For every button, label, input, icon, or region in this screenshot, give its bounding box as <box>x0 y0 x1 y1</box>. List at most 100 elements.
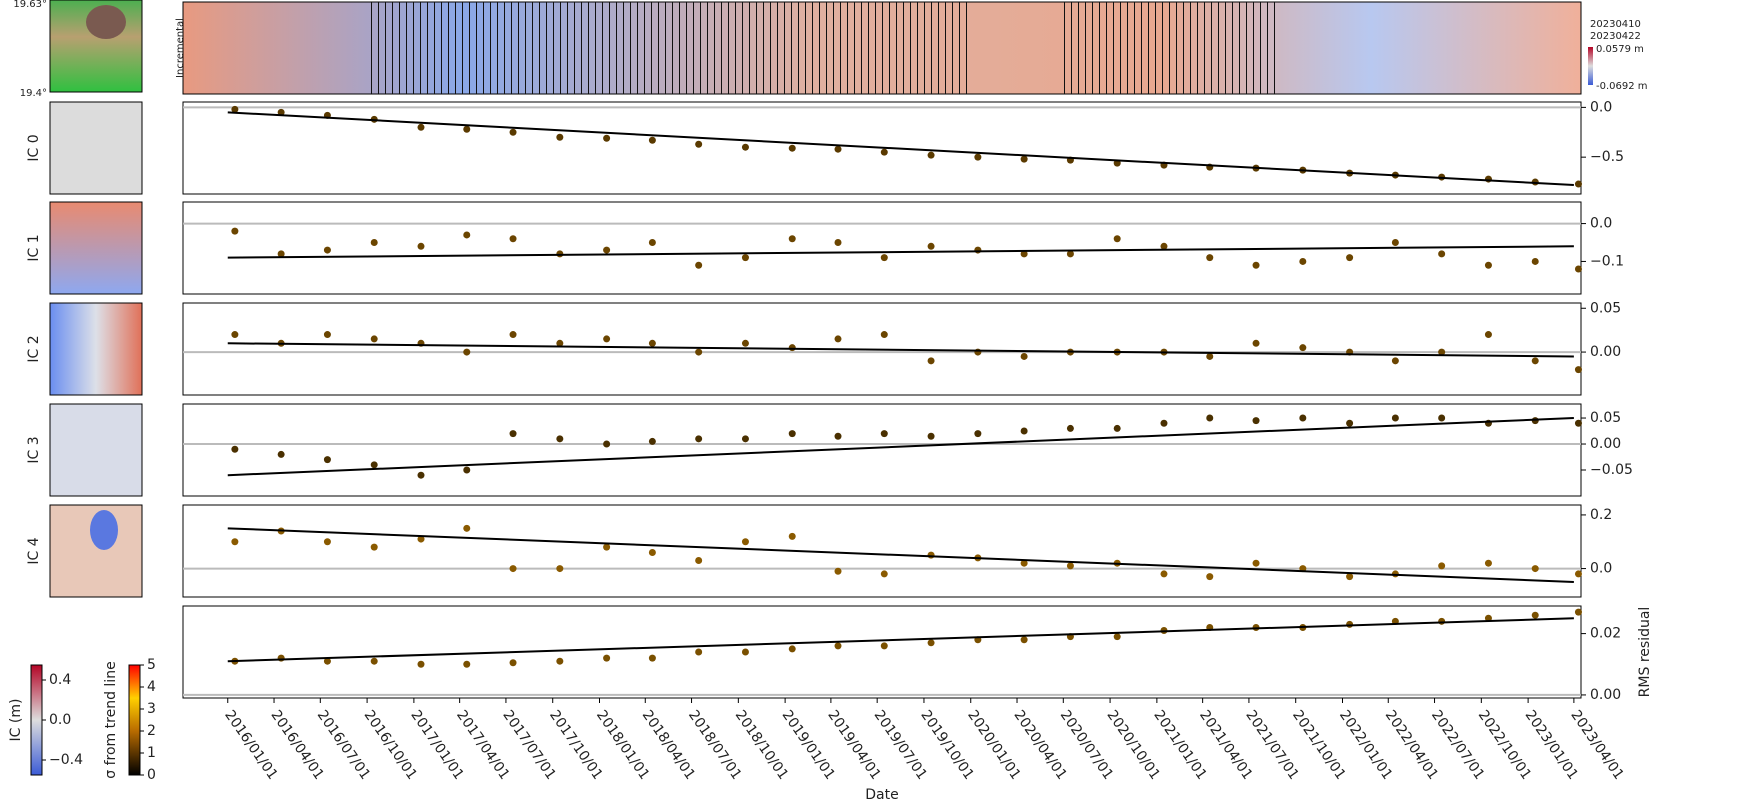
colorbar-tick-label: 2 <box>147 723 156 739</box>
data-point <box>277 654 285 662</box>
colorbar-tick-label: 1 <box>147 745 156 761</box>
data-point <box>1438 617 1446 625</box>
data-point <box>1252 559 1260 567</box>
y-tick-label: −0.5 <box>1590 149 1624 165</box>
data-point <box>834 642 842 650</box>
colorbar-tick-label: 4 <box>147 679 156 695</box>
colorbar <box>128 664 141 776</box>
data-point <box>1574 366 1582 374</box>
data-point <box>1391 357 1399 365</box>
data-point <box>231 538 239 546</box>
data-point <box>1346 419 1354 427</box>
data-point <box>323 538 331 546</box>
incremental-frames <box>370 2 970 94</box>
data-point <box>1066 424 1074 432</box>
lat-bottom: 19.4° <box>20 88 47 99</box>
data-point <box>788 144 796 152</box>
data-point <box>323 331 331 339</box>
data-point <box>1020 636 1028 644</box>
trend-line <box>227 617 1574 663</box>
trend-line <box>227 111 1574 187</box>
ic-map <box>49 201 143 295</box>
data-point <box>1346 573 1354 581</box>
data-point <box>1299 257 1307 265</box>
data-point <box>231 331 239 339</box>
data-point <box>1438 414 1446 422</box>
panel-frame <box>182 302 1582 396</box>
data-point <box>370 239 378 247</box>
data-point <box>788 532 796 540</box>
data-point <box>603 246 611 254</box>
data-point <box>370 657 378 665</box>
data-point <box>788 645 796 653</box>
data-point <box>1574 608 1582 616</box>
data-point <box>556 435 564 443</box>
lat-top: 19.63° <box>13 0 47 10</box>
data-point <box>1438 562 1446 570</box>
y-tick-label: −0.1 <box>1590 253 1624 269</box>
summit <box>86 5 126 39</box>
trend-line <box>227 245 1574 259</box>
colorbar-label: σ from trend line <box>103 661 119 778</box>
data-point <box>927 551 935 559</box>
panel-label: IC 1 <box>26 234 42 261</box>
data-point <box>417 535 425 543</box>
data-point <box>417 123 425 131</box>
trend-line <box>227 417 1574 477</box>
data-point <box>834 567 842 575</box>
data-point <box>788 235 796 243</box>
data-point <box>1160 242 1168 250</box>
data-point <box>1206 573 1214 581</box>
data-point <box>277 450 285 458</box>
data-point <box>463 466 471 474</box>
data-point <box>603 440 611 448</box>
data-point <box>370 543 378 551</box>
data-point <box>323 657 331 665</box>
data-point <box>695 648 703 656</box>
ic-map <box>49 403 143 497</box>
data-point <box>509 128 517 136</box>
data-point <box>1438 250 1446 258</box>
data-point <box>648 437 656 445</box>
data-point <box>463 524 471 532</box>
panel-frame <box>182 605 1582 699</box>
data-point <box>463 125 471 133</box>
data-point <box>927 432 935 440</box>
data-point <box>1206 414 1214 422</box>
data-point <box>277 108 285 116</box>
data-point <box>1574 419 1582 427</box>
data-point <box>741 538 749 546</box>
panel-label: IC 0 <box>26 134 42 161</box>
data-point <box>1574 570 1582 578</box>
data-point <box>974 246 982 254</box>
y-tick-label: 0.00 <box>1590 344 1621 360</box>
data-point <box>509 430 517 438</box>
data-point <box>648 339 656 347</box>
data-point <box>509 331 517 339</box>
panel-label: IC 3 <box>26 436 42 463</box>
colorbar-label: IC (m) <box>8 699 24 742</box>
data-point <box>417 242 425 250</box>
data-point <box>834 335 842 343</box>
data-point <box>927 151 935 159</box>
data-point <box>1020 250 1028 258</box>
data-point <box>648 548 656 556</box>
colorbar-tick-label: 0.0 <box>49 712 71 728</box>
data-point <box>1574 180 1582 188</box>
data-point <box>556 133 564 141</box>
data-point <box>231 445 239 453</box>
data-point <box>1574 265 1582 273</box>
incremental-frames <box>1060 2 1280 94</box>
data-point <box>927 357 935 365</box>
data-point <box>231 105 239 113</box>
data-point <box>880 570 888 578</box>
data-point <box>1346 254 1354 262</box>
data-point <box>834 145 842 153</box>
data-point <box>1438 348 1446 356</box>
data-point <box>741 254 749 262</box>
data-point <box>1299 344 1307 352</box>
data-point <box>1252 339 1260 347</box>
data-point <box>509 659 517 667</box>
date-start: 20230410 <box>1590 19 1641 30</box>
